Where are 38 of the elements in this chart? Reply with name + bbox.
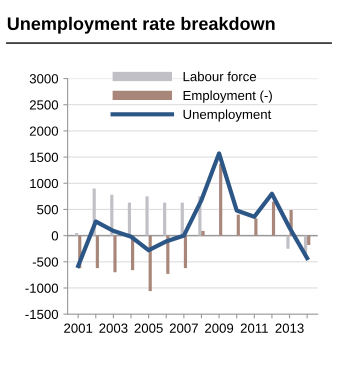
bar (148, 236, 152, 292)
x-tick-label: 2009 (205, 324, 234, 333)
y-tick-label: -1500 (25, 310, 58, 320)
bar (75, 233, 78, 236)
legend-label: Employment (-) (184, 90, 272, 103)
bar (128, 202, 132, 236)
y-tick-label: 1500 (30, 152, 58, 162)
legend-label: Unemployment (184, 109, 272, 122)
bar (254, 218, 258, 236)
x-tick-label: 2001 (64, 324, 92, 333)
legend-label: Labour force (184, 72, 256, 82)
x-tick-label: 2011 (240, 324, 268, 333)
y-tick-label: 500 (37, 205, 58, 214)
y-tick-label: 3000 (30, 74, 58, 84)
bar (180, 202, 184, 236)
bar (307, 236, 310, 246)
bar (219, 164, 222, 236)
bar (113, 236, 117, 272)
y-tick-label: 2000 (30, 126, 58, 136)
bar (272, 202, 276, 236)
bar (96, 236, 99, 268)
bar (163, 202, 166, 236)
y-tick-label: -1000 (25, 284, 58, 293)
bar (201, 230, 205, 236)
y-tick-label: 2500 (30, 100, 58, 110)
bar (236, 214, 240, 236)
y-tick-label: 0 (52, 231, 58, 241)
chart-title: Unemployment rate breakdown (8, 16, 275, 34)
x-tick-label: 2013 (276, 324, 304, 333)
bar (286, 236, 290, 249)
x-tick-label: 2007 (170, 324, 198, 333)
y-tick-label: 1000 (30, 178, 58, 188)
x-tick-label: 2005 (134, 324, 163, 333)
y-tick-label: -500 (32, 257, 58, 267)
bar (145, 196, 149, 236)
x-tick-label: 2003 (99, 324, 128, 333)
bar (184, 236, 188, 268)
line-series (76, 151, 310, 268)
